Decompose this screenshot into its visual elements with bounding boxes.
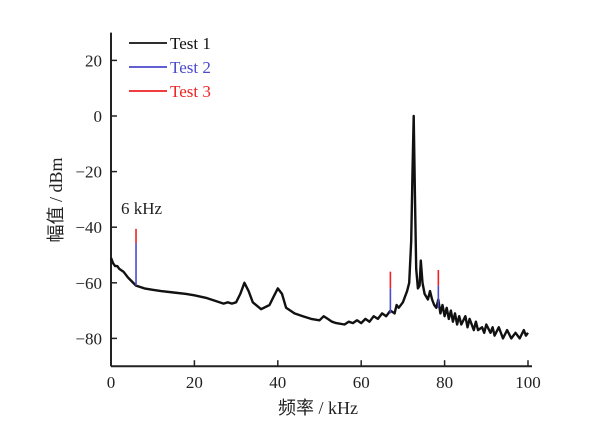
legend-label-test-3: Test 3 bbox=[170, 82, 211, 101]
x-tick-label: 60 bbox=[353, 373, 370, 392]
legend-label-test-1: Test 1 bbox=[170, 34, 211, 53]
x-tick-label: 40 bbox=[269, 373, 286, 392]
series-test-1-line bbox=[109, 114, 529, 340]
annotation-6khz: 6 kHz bbox=[121, 199, 163, 218]
y-axis-label: 幅值 / dBm bbox=[46, 157, 66, 242]
x-axis-label: 频率 / kHz bbox=[278, 398, 358, 418]
y-tick-label: 0 bbox=[94, 107, 103, 126]
legend-label-test-2: Test 2 bbox=[170, 58, 211, 77]
legend: Test 1 Test 2 Test 3 bbox=[129, 34, 211, 101]
x-tick-label: 80 bbox=[436, 373, 453, 392]
axes: 0 20 40 60 80 100 20 0 −20 −40 −60 −80 bbox=[75, 32, 541, 392]
y-tick-label: −40 bbox=[75, 218, 102, 237]
x-tick-label: 0 bbox=[107, 373, 116, 392]
y-tick-label: −80 bbox=[75, 329, 102, 348]
x-tick-label: 20 bbox=[186, 373, 203, 392]
y-tick-label: −60 bbox=[75, 274, 102, 293]
y-tick-label: 20 bbox=[85, 51, 102, 70]
y-tick-label: −20 bbox=[75, 163, 102, 182]
plot-area bbox=[109, 114, 529, 340]
x-tick-label: 100 bbox=[515, 373, 541, 392]
